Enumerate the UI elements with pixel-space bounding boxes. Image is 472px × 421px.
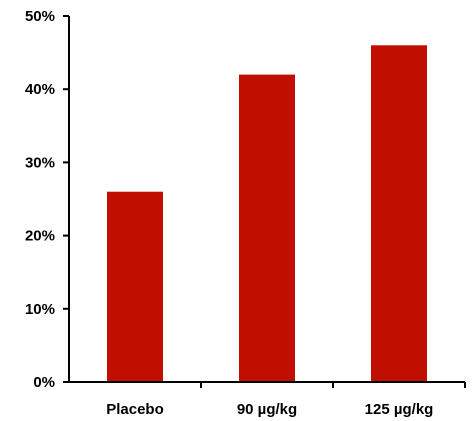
bar-3 <box>371 45 427 383</box>
y-tick-label: 50% <box>25 8 55 25</box>
y-tick-label: 30% <box>25 154 55 171</box>
y-tick-label: 10% <box>25 301 55 318</box>
y-tick-label: 0% <box>33 374 55 391</box>
x-tick-label: 125 µg/kg <box>365 401 434 418</box>
bar-2 <box>239 74 295 382</box>
x-tick-label: Placebo <box>106 401 164 418</box>
axes-group <box>63 16 465 383</box>
x-tick-label: 90 µg/kg <box>237 401 297 418</box>
y-tick-label: 40% <box>25 81 55 98</box>
y-tick-label: 20% <box>25 228 55 245</box>
x-axis-ticks: Placebo 90 µg/kg 125 µg/kg <box>106 382 466 418</box>
bar-1 <box>107 191 163 382</box>
bars-group <box>107 45 427 383</box>
y-axis-ticks: 0% 10% 20% 30% 40% 50% <box>25 8 69 391</box>
